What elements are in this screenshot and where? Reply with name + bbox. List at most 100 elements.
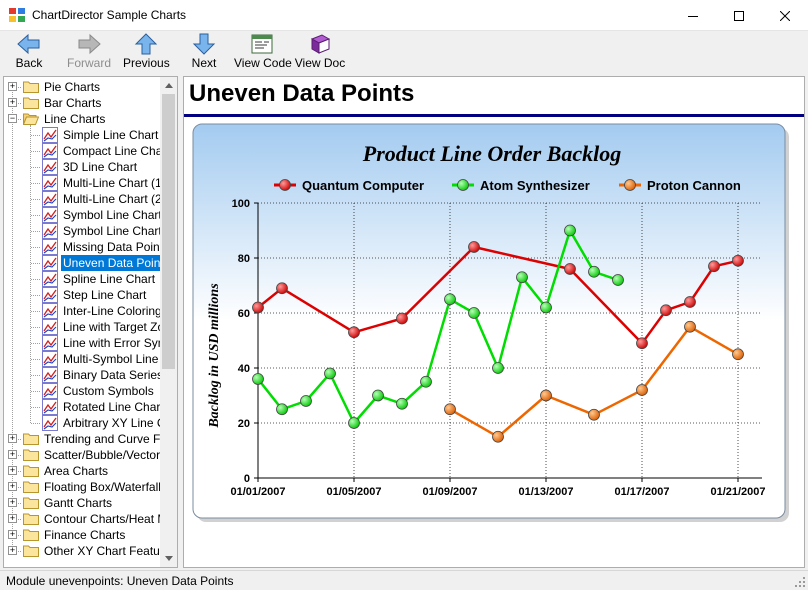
tree-line (13, 551, 21, 552)
tree-item-spline-line-chart[interactable]: Spline Line Chart (4, 271, 162, 287)
maximize-button[interactable] (716, 0, 762, 31)
data-point (684, 320, 696, 333)
folder-icon (23, 545, 39, 557)
scroll-thumb[interactable] (162, 94, 175, 369)
data-point (612, 274, 624, 286)
folder-icon (23, 449, 39, 461)
back-button[interactable]: Back (10, 33, 48, 73)
expand-icon[interactable]: + (8, 465, 17, 475)
tree-item-multi-symbol-line-ch[interactable]: Multi-Symbol Line Ch (4, 351, 177, 367)
folder-icon (23, 81, 39, 93)
code-window-icon (251, 34, 273, 54)
tree-item-pie-charts[interactable]: + Pie Charts (4, 79, 162, 95)
tree-item-inter-line-coloring[interactable]: Inter-Line Coloring (4, 303, 162, 319)
previous-button[interactable]: Previous (123, 33, 170, 73)
expand-icon[interactable]: + (8, 97, 17, 107)
legend-marker (279, 179, 291, 191)
expand-icon[interactable]: + (8, 449, 17, 459)
back-arrow-icon (17, 33, 40, 55)
next-button[interactable]: Next (185, 33, 223, 73)
line-chart-icon (42, 351, 58, 367)
next-label: Next (191, 56, 217, 70)
chart-tree[interactable]: + Pie Charts + Bar Charts − Line Charts Simple… (3, 76, 178, 568)
tree-item-multi-line-chart-1[interactable]: Multi-Line Chart (1) (4, 175, 166, 191)
tree-item-multi-line-chart-2[interactable]: Multi-Line Chart (2) (4, 191, 166, 207)
collapse-icon[interactable]: − (8, 113, 17, 123)
tree-item-other-xy-chart-features[interactable]: + Other XY Chart Features (4, 543, 177, 559)
tree-item-contour-charts-heat-ma[interactable]: + Contour Charts/Heat Ma (4, 511, 174, 527)
scroll-down-arrow[interactable] (160, 550, 177, 567)
tree-item-line-charts[interactable]: − Line Charts (4, 111, 162, 127)
tree-line (31, 183, 40, 184)
tree-line (31, 215, 40, 216)
folder-icon (23, 513, 39, 525)
tree-item-missing-data-points[interactable]: Missing Data Points (4, 239, 169, 255)
view-code-label: View Code (234, 56, 292, 70)
minimize-button[interactable] (670, 0, 716, 31)
tree-item-step-line-chart[interactable]: Step Line Chart (4, 287, 162, 303)
forward-button[interactable]: Forward (66, 33, 112, 73)
tree-item-label: Arbitrary XY Line Cha (63, 416, 178, 430)
expand-icon[interactable]: + (8, 433, 17, 443)
resize-grip-icon[interactable] (794, 576, 806, 588)
tree-item-label: Area Charts (44, 464, 109, 478)
tree-line (31, 359, 40, 360)
data-point (732, 254, 744, 267)
data-point (708, 260, 720, 273)
tree-item-floating-box-waterfall-cl[interactable]: + Floating Box/Waterfall Cl (4, 479, 176, 495)
y-tick-label: 60 (238, 308, 250, 320)
title-bar: ChartDirector Sample Charts (0, 0, 808, 31)
tree-scrollbar[interactable] (160, 77, 177, 567)
forward-label: Forward (66, 56, 111, 70)
view-doc-button[interactable]: View Doc (294, 33, 346, 73)
tree-item-label: Contour Charts/Heat Ma (44, 512, 175, 526)
tree-line (13, 439, 21, 440)
tree-item-custom-symbols[interactable]: Custom Symbols (4, 383, 162, 399)
tree-item-symbol-line-chart-2[interactable]: Symbol Line Chart (2 (4, 223, 176, 239)
tree-item-compact-line-chart[interactable]: Compact Line Chart (4, 143, 170, 159)
page-title: Uneven Data Points (189, 80, 415, 107)
tree-item-scatter-bubble-vector-c[interactable]: + Scatter/Bubble/Vector C (4, 447, 172, 463)
previous-label: Previous (123, 56, 170, 70)
folder-icon (23, 465, 39, 477)
expand-icon[interactable]: + (8, 545, 17, 555)
tree-item-trending-and-curve-fittir[interactable]: + Trending and Curve Fittir (4, 431, 176, 447)
tree-item-binary-data-series[interactable]: Binary Data Series (4, 367, 163, 383)
tree-item-simple-line-chart[interactable]: Simple Line Chart (4, 127, 162, 143)
tree-line (31, 327, 40, 328)
expand-icon[interactable]: + (8, 513, 17, 523)
scroll-up-arrow[interactable] (160, 77, 177, 94)
status-bar: Module unevenpoints: Uneven Data Points (0, 570, 808, 590)
x-tick-label: 01/05/2007 (326, 486, 381, 498)
x-tick-label: 01/21/2007 (710, 486, 765, 498)
view-code-button[interactable]: View Code (234, 33, 292, 73)
tree-item-rotated-line-chart[interactable]: Rotated Line Chart (4, 399, 164, 415)
tree-item-uneven-data-points[interactable]: Uneven Data Points (4, 255, 172, 271)
tree-item-line-with-target-zon[interactable]: Line with Target Zon (4, 319, 171, 335)
expand-icon[interactable]: + (8, 497, 17, 507)
data-point (636, 384, 648, 396)
data-point (420, 375, 432, 388)
line-chart-icon (42, 255, 58, 271)
tree-item-3d-line-chart[interactable]: 3D Line Chart (4, 159, 162, 175)
expand-icon[interactable]: + (8, 529, 17, 539)
tree-item-line-with-error-symbo[interactable]: Line with Error Symbo (4, 335, 177, 351)
tree-item-symbol-line-chart[interactable]: Symbol Line Chart (4, 207, 162, 223)
close-button[interactable] (762, 0, 808, 31)
data-point (564, 263, 576, 275)
tree-line (31, 135, 40, 136)
tree-item-finance-charts[interactable]: + Finance Charts (4, 527, 162, 543)
tree-item-area-charts[interactable]: + Area Charts (4, 463, 162, 479)
y-tick-label: 20 (238, 418, 250, 430)
view-doc-label: View Doc (294, 56, 346, 70)
expand-icon[interactable]: + (8, 481, 17, 491)
tree-item-gantt-charts[interactable]: + Gantt Charts (4, 495, 162, 511)
data-point (324, 367, 336, 380)
tree-item-label: Multi-Symbol Line Ch (63, 352, 178, 366)
panel-splitter[interactable] (179, 76, 183, 568)
expand-icon[interactable]: + (8, 81, 17, 91)
tree-item-label: Step Line Chart (63, 288, 147, 302)
tree-item-arbitrary-xy-line-cha[interactable]: Arbitrary XY Line Cha (4, 415, 177, 431)
tree-item-bar-charts[interactable]: + Bar Charts (4, 95, 162, 111)
status-text: Module unevenpoints: Uneven Data Points (6, 574, 234, 588)
